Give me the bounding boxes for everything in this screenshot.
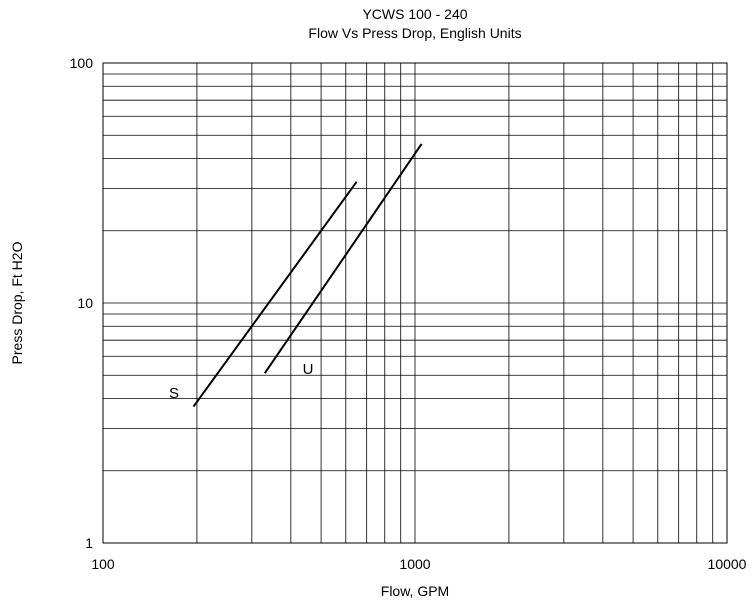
y-tick-label-100: 100 bbox=[70, 55, 94, 71]
y-tick-label-10: 10 bbox=[77, 295, 93, 311]
grid bbox=[102, 63, 728, 544]
x-tick-label-10000: 10000 bbox=[708, 556, 747, 572]
chart-title: YCWS 100 - 240 bbox=[362, 6, 467, 22]
x-axis-label: Flow, GPM bbox=[381, 583, 449, 599]
chart-subtitle: Flow Vs Press Drop, English Units bbox=[308, 25, 521, 41]
x-tick-label-1000: 1000 bbox=[399, 556, 430, 572]
series-label-u: U bbox=[303, 361, 314, 378]
plot-frame bbox=[102, 62, 728, 544]
series-lines bbox=[192, 143, 423, 408]
y-axis-label: Press Drop, Ft H2O bbox=[9, 241, 25, 364]
series-line-u bbox=[263, 143, 423, 374]
x-tick-label-100: 100 bbox=[91, 556, 115, 572]
series-label-s: S bbox=[169, 385, 179, 402]
y-tick-label-1: 1 bbox=[85, 535, 93, 551]
series-line-s bbox=[192, 181, 358, 408]
